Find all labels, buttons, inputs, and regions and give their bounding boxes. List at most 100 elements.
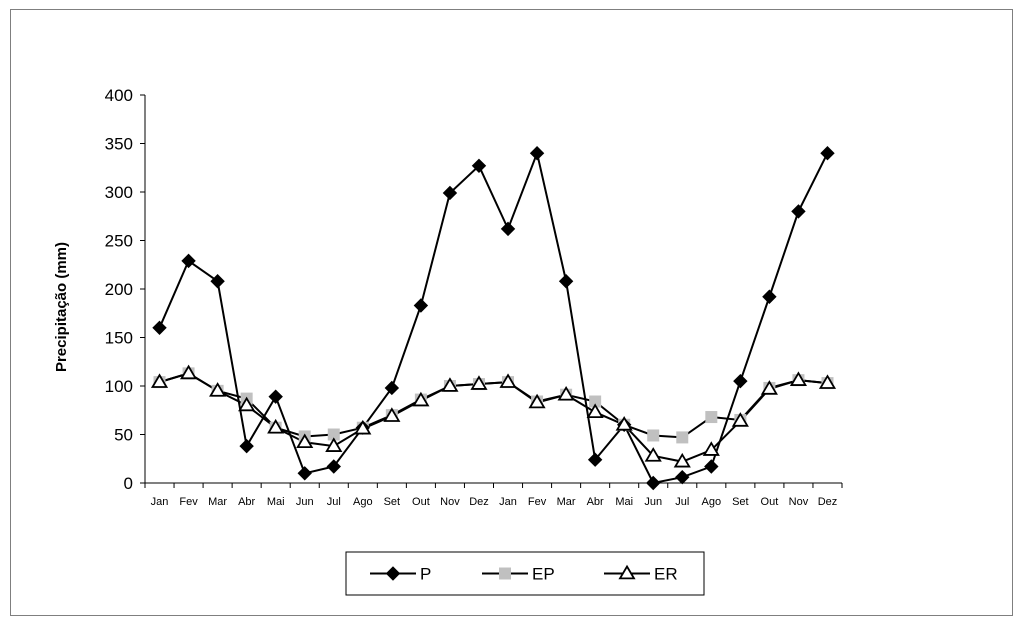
data-point-er <box>615 416 633 431</box>
x-tick-label: Jan <box>151 496 169 508</box>
y-tick-label: 100 <box>105 377 133 396</box>
data-point-p <box>646 475 661 491</box>
data-point-p <box>268 389 283 404</box>
y-tick-label: 0 <box>124 474 133 493</box>
data-point-ep <box>676 431 689 444</box>
x-tick-label: Mai <box>615 496 633 508</box>
data-point-p <box>704 459 719 474</box>
data-point-p <box>733 373 748 389</box>
y-ticks: 0 50 100 150 200 250 300 350 400 <box>105 86 145 493</box>
x-tick-label: Set <box>732 496 749 508</box>
data-point-p <box>471 158 487 174</box>
x-tick-label: Dez <box>818 496 838 508</box>
data-point-p <box>500 221 516 237</box>
data-point-er <box>818 374 837 389</box>
data-point-p <box>529 145 545 161</box>
legend-label: ER <box>654 565 678 584</box>
x-tick-label: Ago <box>353 496 373 508</box>
x-tick-label: Dez <box>469 496 489 508</box>
x-tick-label: Jul <box>327 496 341 508</box>
x-tick-label: Fev <box>528 496 547 508</box>
data-point-ep <box>327 428 340 441</box>
x-tick-label: Nov <box>789 496 809 508</box>
y-tick-label: 400 <box>105 86 133 105</box>
x-tick-label: Mar <box>208 496 227 508</box>
data-point-p <box>210 274 225 289</box>
x-tick-label: Jul <box>675 496 689 508</box>
x-tick-label: Jun <box>296 496 314 508</box>
y-tick-label: 250 <box>105 232 133 251</box>
x-tick-label: Mai <box>267 496 285 508</box>
data-point-er <box>296 433 314 449</box>
data-point-p <box>181 253 196 269</box>
data-point-ep <box>705 411 718 424</box>
data-point-er <box>267 418 285 434</box>
legend-label: P <box>420 565 431 584</box>
x-tick-label: Out <box>412 496 430 508</box>
legend: P EP ER <box>345 551 705 596</box>
y-tick-label: 300 <box>105 183 133 202</box>
x-tick-label: Mar <box>557 496 576 508</box>
data-point-p <box>587 452 603 467</box>
x-tick-label: Nov <box>440 496 460 508</box>
y-tick-label: 350 <box>105 135 133 154</box>
data-point-p <box>413 298 429 313</box>
data-point-er <box>238 396 256 412</box>
x-tick-label: Jan <box>499 496 517 508</box>
data-point-p <box>675 469 690 485</box>
data-point-er <box>150 373 169 388</box>
legend-label: EP <box>532 565 555 584</box>
data-point-er <box>557 385 575 401</box>
data-point-p <box>239 438 254 454</box>
x-tick-label: Out <box>761 496 779 508</box>
data-point-p <box>297 466 312 481</box>
data-point-er <box>412 391 430 407</box>
legend-marker <box>499 567 511 580</box>
data-point-p <box>558 274 574 289</box>
data-point-er <box>586 403 604 418</box>
data-point-er <box>470 375 488 390</box>
x-tick-label: Set <box>384 496 401 508</box>
x-tick-label: Ago <box>702 496 722 508</box>
data-point-p <box>384 380 400 396</box>
x-tick-label: Fev <box>179 496 198 508</box>
series-layer <box>150 145 837 491</box>
data-point-er <box>760 380 778 395</box>
y-tick-label: 150 <box>105 329 133 348</box>
y-tick-label: 200 <box>105 280 133 299</box>
x-tick-label: Jun <box>644 496 662 508</box>
chart-frame <box>10 9 1013 616</box>
data-point-er <box>731 412 749 427</box>
data-point-ep <box>589 395 602 408</box>
x-ticks: Jan Fev Mar Abr Mai Jun Jul Ago Set Out Nov Dez Jan F… <box>144 483 843 508</box>
data-point-er <box>673 452 691 468</box>
series-markers-er <box>150 364 837 468</box>
data-point-er <box>441 377 459 392</box>
data-point-er <box>325 437 343 452</box>
data-point-p <box>791 204 806 219</box>
legend-item-er: ER <box>604 565 678 584</box>
data-point-er <box>179 364 198 380</box>
legend-marker <box>618 564 636 580</box>
data-point-er <box>209 382 227 397</box>
data-point-p <box>326 459 341 474</box>
legend-marker <box>385 566 401 581</box>
x-tick-label: Abr <box>238 496 255 508</box>
data-point-p <box>152 320 167 336</box>
legend-item-p: P <box>370 565 431 584</box>
y-axis-label: Precipitação (mm) <box>53 242 70 372</box>
y-tick-label: 50 <box>114 426 133 445</box>
data-point-p <box>442 185 458 201</box>
x-tick-label: Abr <box>587 496 604 508</box>
data-point-p <box>762 289 777 304</box>
data-point-er <box>528 393 546 409</box>
data-point-er <box>499 373 517 388</box>
data-point-er <box>702 441 720 456</box>
data-point-er <box>789 371 808 386</box>
data-point-er <box>354 419 372 435</box>
data-point-ep <box>647 429 660 442</box>
data-point-er <box>644 447 662 462</box>
legend-item-ep: EP <box>482 565 555 584</box>
data-point-p <box>820 145 835 161</box>
